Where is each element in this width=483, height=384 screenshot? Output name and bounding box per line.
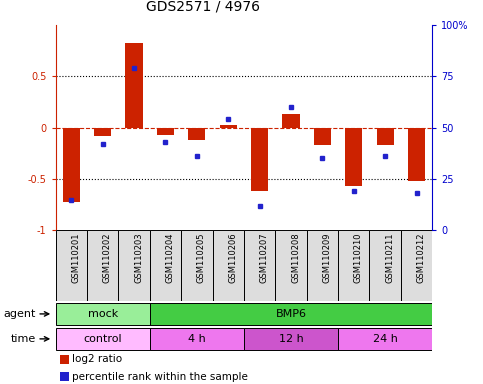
Text: BMP6: BMP6 bbox=[275, 309, 307, 319]
Bar bbox=[307, 230, 338, 301]
Bar bbox=[157, 127, 174, 135]
Text: GSM110201: GSM110201 bbox=[71, 233, 80, 283]
Bar bbox=[244, 328, 338, 350]
Bar bbox=[56, 230, 87, 301]
Bar bbox=[94, 127, 111, 136]
Bar bbox=[63, 127, 80, 202]
Text: 12 h: 12 h bbox=[279, 334, 303, 344]
Bar bbox=[56, 328, 150, 350]
Bar bbox=[150, 328, 244, 350]
Bar bbox=[251, 127, 268, 191]
Bar bbox=[213, 230, 244, 301]
Text: GSM110203: GSM110203 bbox=[134, 233, 143, 283]
Text: time: time bbox=[11, 334, 36, 344]
Text: 24 h: 24 h bbox=[373, 334, 398, 344]
Bar bbox=[181, 230, 213, 301]
Text: mock: mock bbox=[87, 309, 118, 319]
Text: GSM110211: GSM110211 bbox=[385, 233, 394, 283]
Text: 4 h: 4 h bbox=[188, 334, 206, 344]
Bar bbox=[244, 230, 275, 301]
Bar bbox=[275, 230, 307, 301]
Bar bbox=[56, 303, 150, 325]
Bar bbox=[220, 124, 237, 127]
Bar bbox=[401, 230, 432, 301]
Bar bbox=[60, 355, 69, 364]
Text: GSM110207: GSM110207 bbox=[260, 233, 269, 283]
Text: GSM110206: GSM110206 bbox=[228, 233, 237, 283]
Text: GDS2571 / 4976: GDS2571 / 4976 bbox=[146, 0, 260, 13]
Bar bbox=[188, 127, 205, 140]
Text: GSM110205: GSM110205 bbox=[197, 233, 206, 283]
Text: GSM110209: GSM110209 bbox=[323, 233, 331, 283]
Bar bbox=[338, 230, 369, 301]
Bar bbox=[283, 114, 299, 127]
Bar bbox=[87, 230, 118, 301]
Bar bbox=[377, 127, 394, 145]
Bar bbox=[60, 372, 69, 381]
Bar bbox=[150, 303, 432, 325]
Text: GSM110208: GSM110208 bbox=[291, 233, 300, 283]
Text: GSM110212: GSM110212 bbox=[416, 233, 426, 283]
Bar bbox=[150, 230, 181, 301]
Text: percentile rank within the sample: percentile rank within the sample bbox=[72, 372, 248, 382]
Text: GSM110210: GSM110210 bbox=[354, 233, 363, 283]
Bar bbox=[126, 43, 142, 127]
Bar bbox=[338, 328, 432, 350]
Bar bbox=[345, 127, 362, 186]
Bar bbox=[369, 230, 401, 301]
Bar bbox=[118, 230, 150, 301]
Text: GSM110202: GSM110202 bbox=[103, 233, 112, 283]
Text: control: control bbox=[84, 334, 122, 344]
Bar bbox=[314, 127, 331, 145]
Text: GSM110204: GSM110204 bbox=[165, 233, 174, 283]
Bar bbox=[408, 127, 425, 181]
Text: log2 ratio: log2 ratio bbox=[72, 354, 122, 364]
Text: agent: agent bbox=[4, 309, 36, 319]
